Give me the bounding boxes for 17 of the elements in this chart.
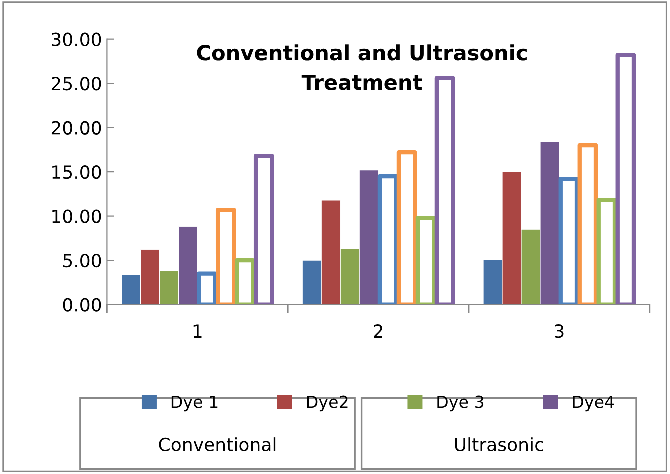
legend-label: Dye 3 — [438, 396, 484, 412]
y-tick-label: 20.00 — [52, 121, 102, 135]
y-tick-label: 10.00 — [52, 210, 102, 224]
legend-label: Dye2 — [307, 396, 348, 412]
y-tick-label: 15.00 — [52, 166, 102, 180]
y-tick-label: 0.00 — [63, 298, 102, 312]
y-tick-label: 30.00 — [52, 32, 102, 46]
text: Ultrasonic — [455, 438, 544, 452]
x-tick-label: 2 — [374, 324, 382, 338]
legend-label: Dye 1 — [172, 396, 218, 412]
x-tick-label: 3 — [555, 324, 564, 338]
x-tick-label: 1 — [194, 324, 202, 338]
y-tick-label: 5.00 — [64, 254, 102, 268]
text: Conventional and Ultrasonic Treatment — [197, 44, 527, 90]
text: Conventional — [159, 438, 276, 452]
y-tick-label: 25.00 — [52, 77, 102, 91]
legend-label: Dye4 — [573, 396, 614, 412]
